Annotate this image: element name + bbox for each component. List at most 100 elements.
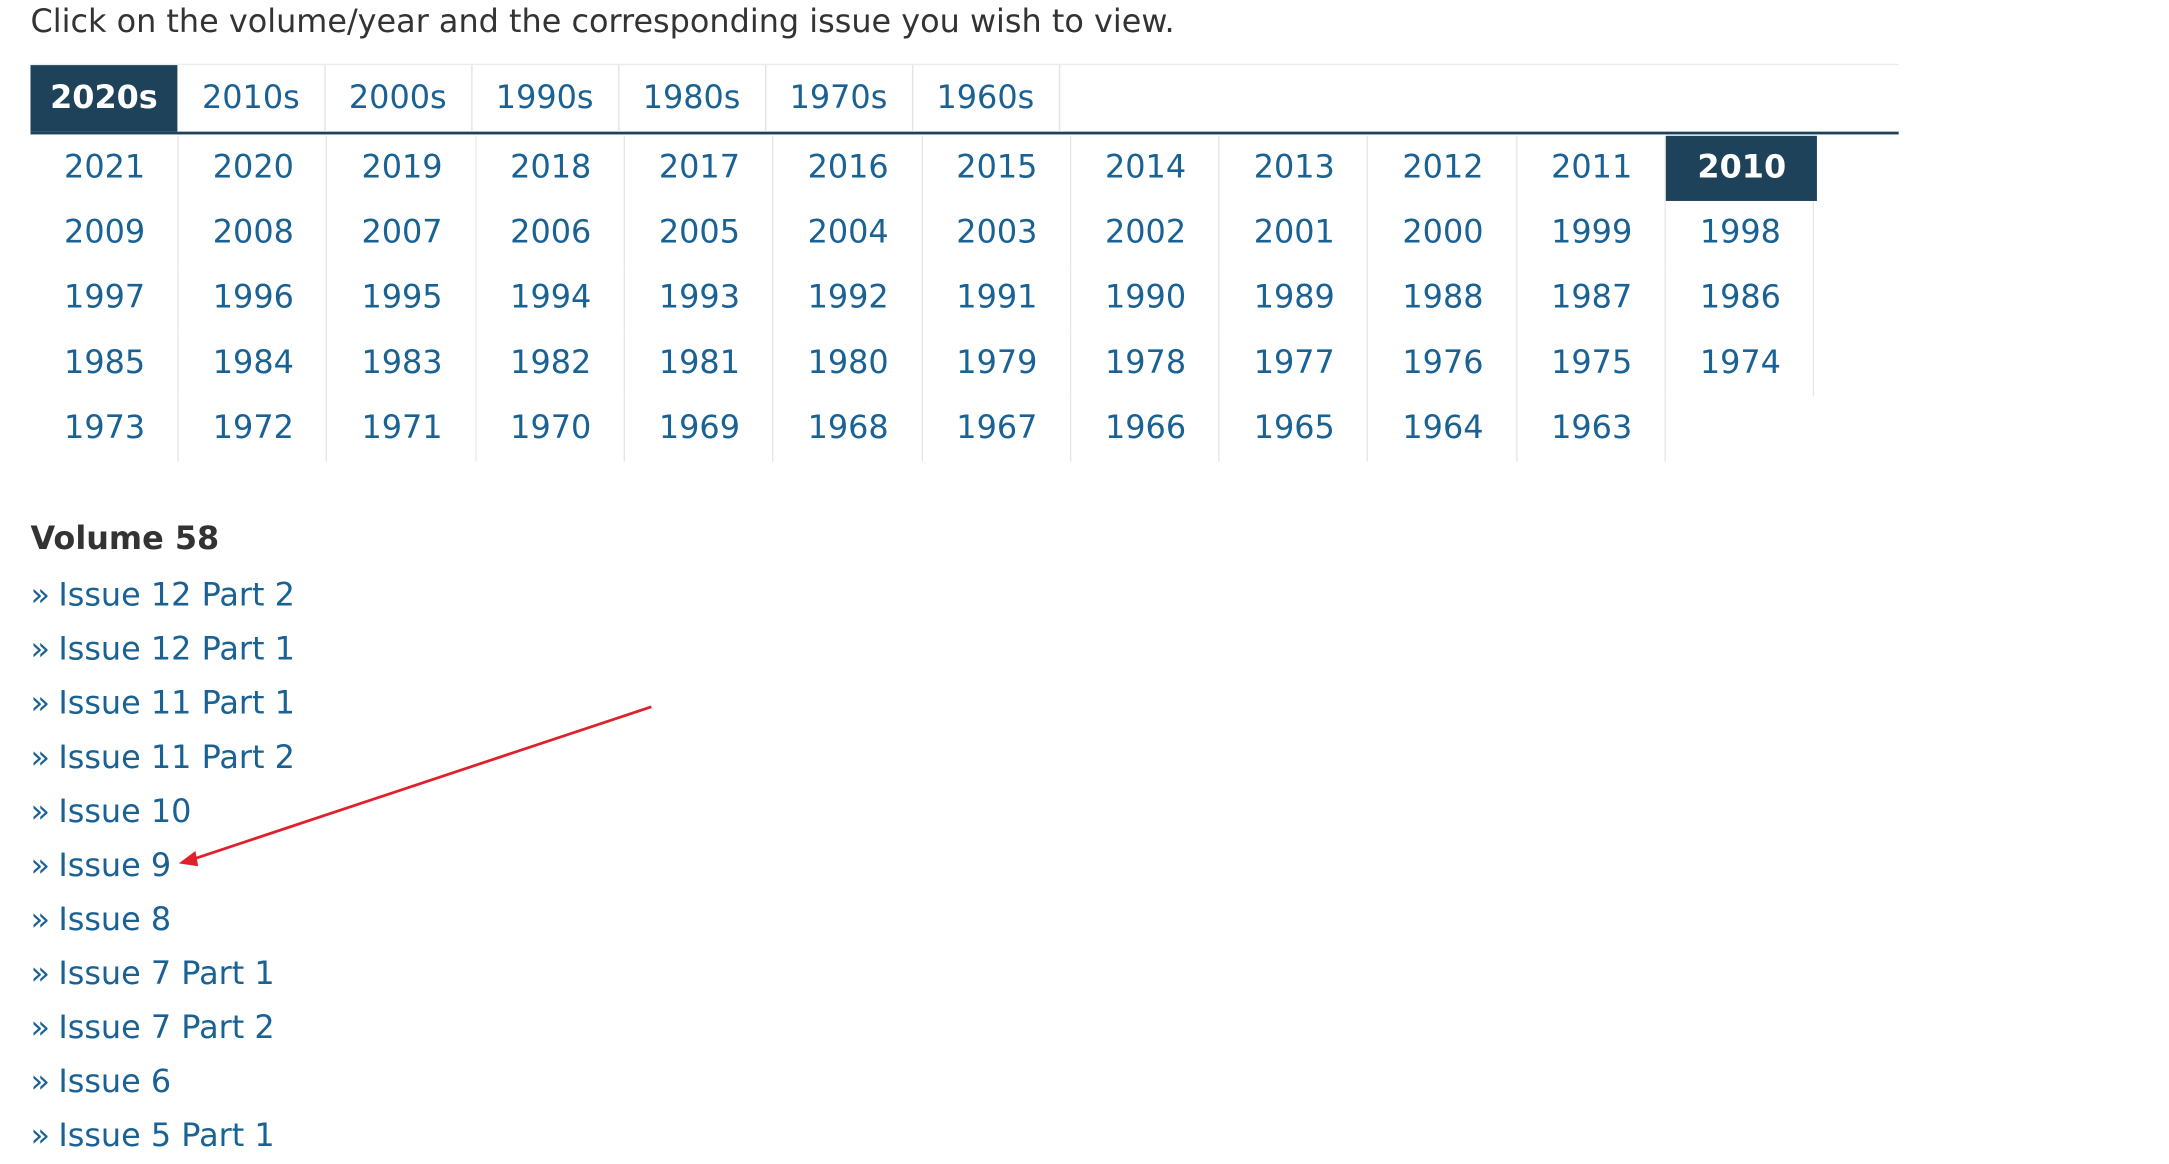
double-chevron-icon: »	[30, 794, 51, 831]
year-link-1974[interactable]: 1974	[1666, 331, 1814, 396]
year-link-1998[interactable]: 1998	[1666, 201, 1814, 266]
year-link-2002[interactable]: 2002	[1071, 201, 1219, 266]
year-link-1973[interactable]: 1973	[30, 396, 178, 461]
year-link-1984[interactable]: 1984	[179, 331, 327, 396]
issue-link[interactable]: » Issue 10	[30, 786, 191, 840]
year-link-2015[interactable]: 2015	[923, 136, 1071, 201]
year-link-1978[interactable]: 1978	[1071, 331, 1219, 396]
year-link-2017[interactable]: 2017	[625, 136, 773, 201]
double-chevron-icon: »	[30, 956, 51, 993]
double-chevron-icon: »	[30, 902, 51, 939]
decade-tab-1970s[interactable]: 1970s	[765, 65, 914, 132]
decade-tab-1980s[interactable]: 1980s	[618, 65, 767, 132]
issue-label: Issue 12 Part 1	[58, 631, 295, 669]
instruction-text: Click on the volume/year and the corresp…	[30, 4, 1175, 41]
issue-label: Issue 7 Part 1	[58, 956, 275, 993]
year-link-1969[interactable]: 1969	[625, 396, 773, 461]
year-link-1970[interactable]: 1970	[477, 396, 625, 461]
issue-link[interactable]: » Issue 8	[30, 894, 171, 948]
double-chevron-icon: »	[30, 848, 51, 885]
issue-label: Issue 5 Part 1	[58, 1118, 275, 1155]
issue-link[interactable]: » Issue 7 Part 1	[30, 948, 274, 1002]
issue-label: Issue 9	[58, 848, 172, 885]
decade-tab-2010s[interactable]: 2010s	[177, 65, 326, 132]
issue-link[interactable]: » Issue 12 Part 2	[30, 570, 294, 624]
year-link-1972[interactable]: 1972	[179, 396, 327, 461]
year-link-1977[interactable]: 1977	[1220, 331, 1368, 396]
year-link-1999[interactable]: 1999	[1518, 201, 1666, 266]
year-link-2020[interactable]: 2020	[179, 136, 327, 201]
year-link-2004[interactable]: 2004	[774, 201, 922, 266]
year-link-2021[interactable]: 2021	[30, 136, 178, 201]
year-link-1991[interactable]: 1991	[923, 266, 1071, 331]
issue-link[interactable]: » Issue 5 Part 1	[30, 1110, 274, 1164]
year-link-2007[interactable]: 2007	[328, 201, 476, 266]
year-link-1996[interactable]: 1996	[179, 266, 327, 331]
issue-link[interactable]: » Issue 11 Part 2	[30, 732, 294, 786]
issue-label: Issue 7 Part 2	[58, 1010, 275, 1047]
year-link-1963[interactable]: 1963	[1518, 396, 1666, 461]
page: Click on the volume/year and the corresp…	[30, 4, 1899, 1154]
year-link-2018[interactable]: 2018	[477, 136, 625, 201]
issue-link[interactable]: » Issue 6	[30, 1056, 171, 1110]
year-link-1975[interactable]: 1975	[1518, 331, 1666, 396]
decade-tabs: 2020s 2010s 2000s 1990s 1980s 1970s 1960s	[30, 63, 1899, 135]
issue-label: Issue 6	[58, 1064, 172, 1101]
year-link-1988[interactable]: 1988	[1369, 266, 1517, 331]
year-link-2008[interactable]: 2008	[179, 201, 327, 266]
year-link-2019[interactable]: 2019	[328, 136, 476, 201]
year-link-2001[interactable]: 2001	[1220, 201, 1368, 266]
double-chevron-icon: »	[30, 686, 51, 723]
issue-label: Issue 10	[58, 794, 192, 831]
year-link-1994[interactable]: 1994	[477, 266, 625, 331]
year-link-1979[interactable]: 1979	[923, 331, 1071, 396]
year-link-1989[interactable]: 1989	[1220, 266, 1368, 331]
double-chevron-icon: »	[30, 1064, 51, 1101]
year-grid: 2021 2020 2019 2018 2017 2016 2015 2014 2013 2012…	[30, 135, 1832, 462]
year-link-1986[interactable]: 1986	[1666, 266, 1814, 331]
issue-link[interactable]: » Issue 11 Part 1	[30, 678, 294, 732]
year-link-1995[interactable]: 1995	[328, 266, 476, 331]
year-link-2011[interactable]: 2011	[1518, 136, 1666, 201]
year-link-1966[interactable]: 1966	[1071, 396, 1219, 461]
year-link-1997[interactable]: 1997	[30, 266, 178, 331]
year-link-1992[interactable]: 1992	[774, 266, 922, 331]
year-link-1985[interactable]: 1985	[30, 331, 178, 396]
double-chevron-icon: »	[30, 577, 51, 614]
year-link-2014[interactable]: 2014	[1071, 136, 1219, 201]
decade-tab-1960s[interactable]: 1960s	[912, 65, 1061, 132]
year-link-1983[interactable]: 1983	[328, 331, 476, 396]
year-link-2016[interactable]: 2016	[774, 136, 922, 201]
year-link-2005[interactable]: 2005	[625, 201, 773, 266]
year-link-1967[interactable]: 1967	[923, 396, 1071, 461]
year-link-2000[interactable]: 2000	[1369, 201, 1517, 266]
year-link-1976[interactable]: 1976	[1369, 331, 1517, 396]
year-link-1965[interactable]: 1965	[1220, 396, 1368, 461]
year-link-1990[interactable]: 1990	[1071, 266, 1219, 331]
issue-link[interactable]: » Issue 9	[30, 840, 171, 894]
issue-link[interactable]: » Issue 7 Part 2	[30, 1002, 274, 1056]
year-link-1982[interactable]: 1982	[477, 331, 625, 396]
year-link-2012[interactable]: 2012	[1369, 136, 1517, 201]
year-link-1981[interactable]: 1981	[625, 331, 773, 396]
double-chevron-icon: »	[30, 631, 51, 669]
year-link-1964[interactable]: 1964	[1369, 396, 1517, 461]
year-link-1971[interactable]: 1971	[328, 396, 476, 461]
year-link-1980[interactable]: 1980	[774, 331, 922, 396]
year-link-2010[interactable]: 2010	[1666, 135, 1818, 201]
year-link-2009[interactable]: 2009	[30, 201, 178, 266]
decade-tab-1990s[interactable]: 1990s	[471, 65, 620, 132]
year-link-2006[interactable]: 2006	[477, 201, 625, 266]
double-chevron-icon: »	[30, 740, 51, 777]
year-link-2003[interactable]: 2003	[923, 201, 1071, 266]
year-link-1968[interactable]: 1968	[774, 396, 922, 461]
year-link-2013[interactable]: 2013	[1220, 136, 1368, 201]
issue-link[interactable]: » Issue 12 Part 1	[30, 624, 294, 678]
double-chevron-icon: »	[30, 1010, 51, 1047]
year-link-1987[interactable]: 1987	[1518, 266, 1666, 331]
issue-label: Issue 11 Part 2	[58, 740, 295, 777]
year-link-1993[interactable]: 1993	[625, 266, 773, 331]
decade-tab-2020s[interactable]: 2020s	[30, 65, 178, 132]
issue-label: Issue 12 Part 2	[58, 577, 295, 614]
decade-tab-2000s[interactable]: 2000s	[324, 65, 473, 132]
